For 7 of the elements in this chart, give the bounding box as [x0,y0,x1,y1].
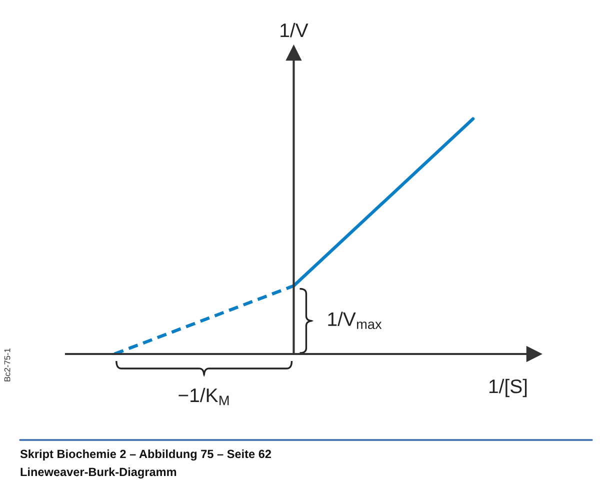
text: Skript Biochemie 2 – Abbildung 75 – Seite 62 [20,449,272,461]
x-axis-title: 1/[S] [489,378,527,398]
text: Bc2-75-1 [4,348,10,382]
text: Lineweaver-Burk-Diagramm [20,467,176,479]
annotation: 1/V$_{max}$ [328,312,382,330]
y-axis-title: 1/V [280,22,308,38]
text: −1/K$_{M}$ [178,388,229,406]
